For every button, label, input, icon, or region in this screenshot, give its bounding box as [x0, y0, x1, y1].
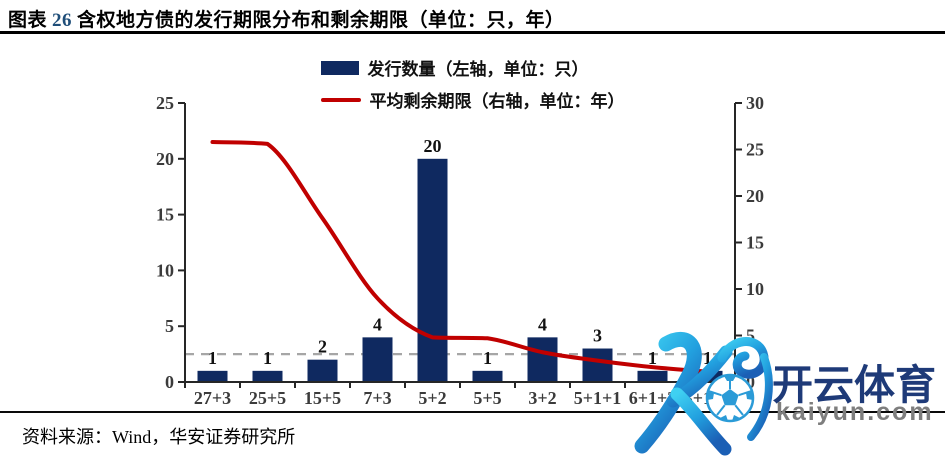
x-axis-category-label: 6+1+3 [629, 388, 677, 408]
bar-value-label: 3 [593, 326, 602, 346]
left-axis-tick-label: 20 [156, 149, 174, 169]
left-axis-tick-label: 0 [165, 372, 174, 392]
bar [197, 370, 228, 382]
line-series [210, 140, 710, 374]
figure-title-text: 含权地方债的发行期限分布和剩余期限（单位：只，年） [77, 10, 565, 31]
legend-bar-label: 发行数量（左轴，单位：只） [367, 60, 589, 79]
right-axis-tick-label: 15 [746, 233, 764, 253]
figure-label: 图表 [8, 10, 48, 31]
right-axis-tick-label: 20 [746, 186, 764, 206]
bar-value-label: 1 [208, 348, 217, 368]
bar-series-swatch [320, 60, 359, 75]
bar [307, 359, 338, 382]
bar [252, 370, 283, 382]
x-axis-category-label: 3+2 [528, 388, 556, 408]
title-underline [0, 31, 945, 34]
x-axis-category-label: 27+3 [194, 388, 231, 408]
bar [417, 158, 448, 382]
bar-value-label: 1 [263, 348, 272, 368]
right-axis-tick-label: 25 [746, 140, 764, 160]
x-axis-category-label: 25+5 [249, 388, 286, 408]
bar-value-label: 20 [424, 136, 442, 156]
source-note: 资料来源：Wind，华安证券研究所 [22, 427, 296, 447]
bar-value-label: 1 [703, 348, 712, 368]
legend-item-line: 平均剩余期限（右轴，单位：年） [320, 87, 625, 112]
left-axis-tick-label: 25 [156, 93, 174, 113]
bar [582, 348, 613, 382]
chart-legend: 发行数量（左轴，单位：只） 平均剩余期限（右轴，单位：年） [0, 55, 945, 112]
x-axis-category-label: 3+1+1 [684, 388, 732, 408]
right-axis-tick-label: 30 [746, 93, 764, 113]
line-series-swatch [320, 97, 361, 102]
x-axis-category-label: 5+2 [418, 388, 446, 408]
x-axis-category-label: 5+1+1 [574, 388, 622, 408]
x-axis-category-label: 15+5 [304, 388, 341, 408]
right-axis-tick-label: 5 [746, 326, 755, 346]
figure-number: 26 [52, 10, 73, 31]
right-axis-tick-label: 10 [746, 279, 764, 299]
legend-item-bars: 发行数量（左轴，单位：只） [320, 55, 589, 80]
bar-value-label: 4 [538, 314, 547, 334]
figure-bottom-rule [0, 411, 945, 413]
left-axis-tick-label: 10 [156, 260, 174, 280]
right-axis-tick-label: 0 [746, 372, 755, 392]
bar-value-label: 2 [318, 337, 327, 357]
bar [362, 337, 393, 382]
left-axis-tick-label: 15 [156, 205, 174, 225]
x-axis-category-label: 5+5 [473, 388, 501, 408]
bar-value-label: 1 [483, 348, 492, 368]
left-axis-tick-label: 5 [165, 316, 174, 336]
legend-line-label: 平均剩余期限（右轴，单位：年） [369, 92, 625, 111]
bar-value-label: 4 [373, 314, 382, 334]
bar [527, 337, 558, 382]
x-axis-category-label: 7+3 [363, 388, 391, 408]
page-title: 图表 26 含权地方债的发行期限分布和剩余期限（单位：只，年） [8, 5, 565, 32]
bar [637, 370, 668, 382]
bar [472, 370, 503, 382]
